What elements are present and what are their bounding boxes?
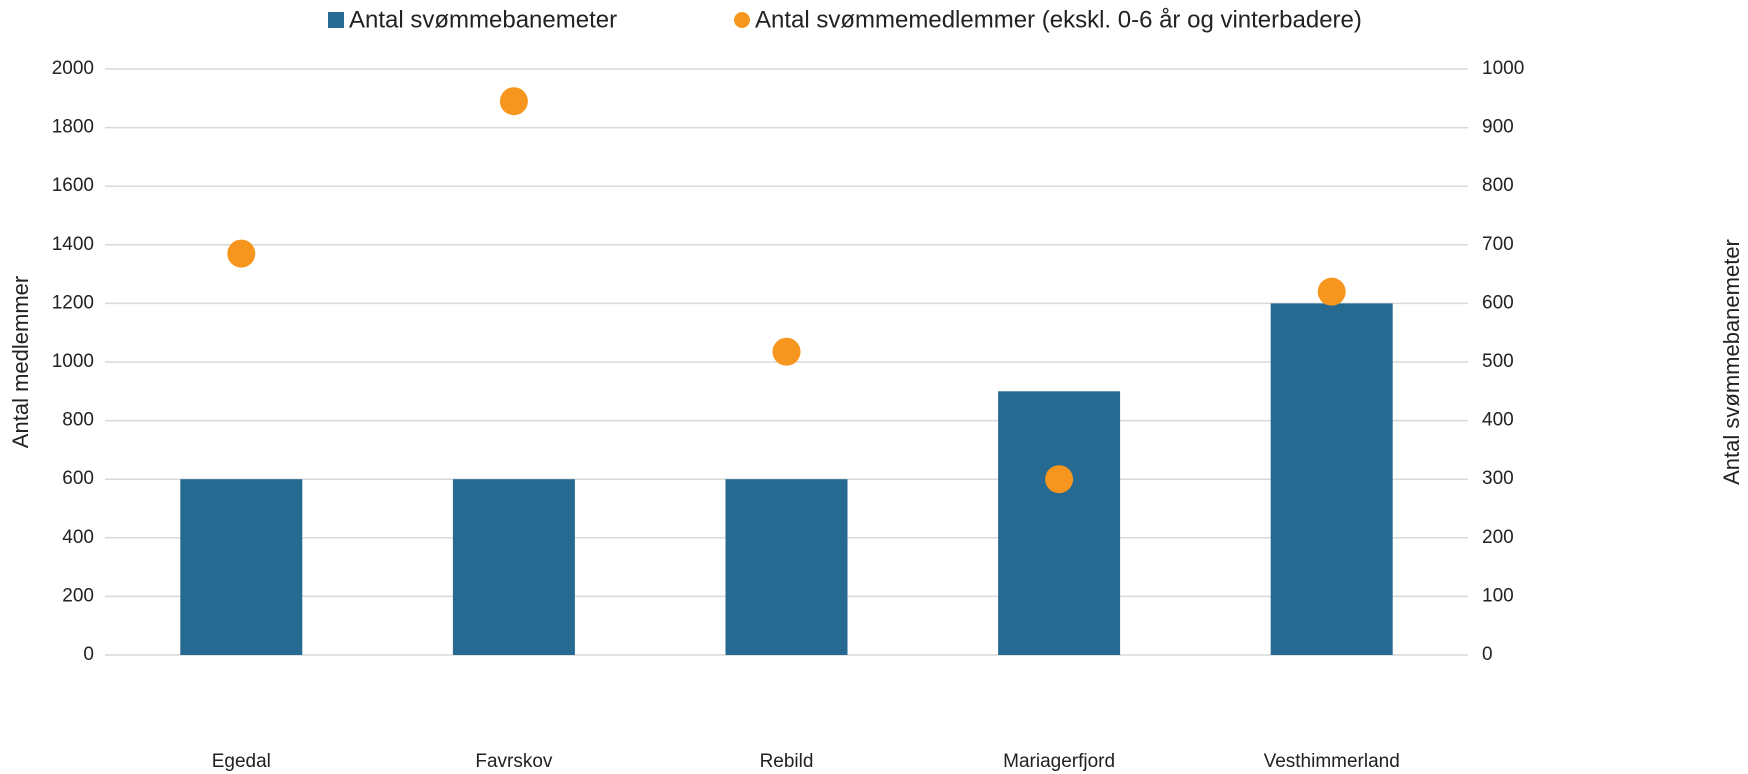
y2-tick-label: 1000 [1482,58,1524,79]
x-tick-label: Egedal [212,751,271,772]
point [227,239,256,268]
point [772,337,801,366]
y2-tick-label: 700 [1482,234,1514,255]
x-tick-label: Rebild [760,751,814,772]
y-tick-label: 400 [62,527,94,548]
y2-tick-label: 900 [1482,117,1514,138]
y2-tick-label: 800 [1482,175,1514,196]
bar [452,479,575,655]
y-tick-label: 1000 [52,351,94,372]
y2-tick-label: 600 [1482,292,1514,313]
bar [725,479,848,655]
bar [998,391,1121,655]
y2-tick-label: 400 [1482,410,1514,431]
point [1045,465,1074,494]
y2-tick-label: 100 [1482,585,1514,606]
y-tick-label: 200 [62,585,94,606]
y-tick-label: 0 [83,644,94,665]
y2-tick-label: 0 [1482,644,1493,665]
y2-tick-label: 300 [1482,468,1514,489]
x-tick-label: Favrskov [475,751,553,772]
y2-tick-label: 500 [1482,351,1514,372]
y2-axis-label: Antal svømmebanemeter [1719,239,1744,485]
y-axis-label: Antal medlemmer [8,276,33,448]
y-tick-label: 800 [62,410,94,431]
x-tick-label: Vesthimmerland [1264,751,1400,772]
legend-label: Antal svømmemedlemmer (ekskl. 0-6 år og … [755,6,1362,33]
legend-label: Antal svømmebanemeter [349,6,617,33]
legend-swatch [734,12,750,28]
x-tick-label: Mariagerfjord [1003,751,1115,772]
point [499,87,528,116]
y-tick-label: 1200 [52,292,94,313]
point [1317,277,1346,306]
y-tick-label: 1400 [52,234,94,255]
bar [1270,303,1393,655]
legend-swatch [328,12,344,28]
y-tick-label: 600 [62,468,94,489]
y-tick-label: 2000 [52,58,94,79]
y2-tick-label: 200 [1482,527,1514,548]
bar [180,479,303,655]
y-tick-label: 1600 [52,175,94,196]
y-tick-label: 1800 [52,117,94,138]
